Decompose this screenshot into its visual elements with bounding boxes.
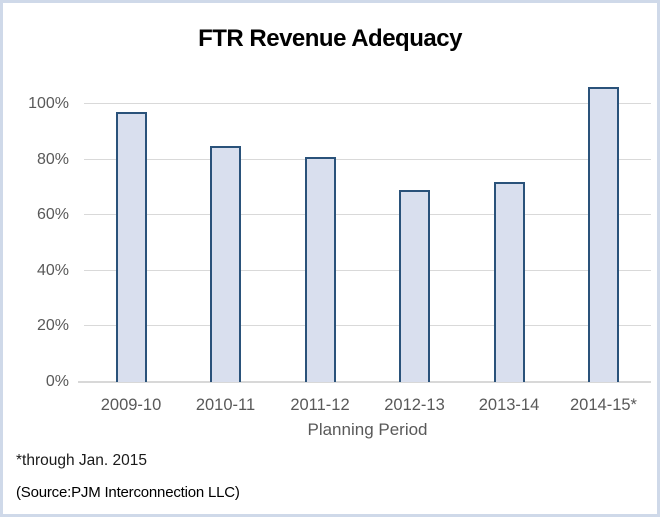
source-note: (Source:PJM Interconnection LLC) [16, 484, 240, 501]
bar-2009-10 [115, 112, 147, 382]
bar-2013-14 [493, 181, 525, 382]
x-axis-label: 2010-11 [195, 396, 256, 414]
y-axis-label: 0% [45, 373, 69, 390]
plot-area [78, 87, 651, 383]
x-axis-label: 2014-15* [570, 396, 637, 414]
bar-2012-13 [399, 190, 430, 382]
x-axis-label: 2011-12 [290, 396, 350, 414]
y-axis-label: 60% [36, 206, 69, 224]
gridline [84, 214, 651, 216]
x-axis-line [78, 381, 651, 383]
y-axis-label: 40% [36, 261, 69, 279]
chart-title: FTR Revenue Adequacy [198, 25, 462, 52]
bar-2011-12 [304, 156, 336, 382]
x-axis-label: 2013-14 [478, 396, 540, 414]
x-axis-title: Planning Period [307, 420, 428, 439]
y-axis-label: 20% [36, 317, 69, 335]
bar-2010-11 [210, 145, 241, 382]
x-axis-label: 2009-10 [100, 396, 162, 414]
y-axis-label: 80% [36, 150, 69, 168]
gridline [84, 325, 651, 327]
x-axis-label: 2012-13 [384, 396, 445, 414]
bar-2014-15* [588, 87, 619, 382]
y-axis-label: 100% [28, 95, 69, 112]
gridline [84, 158, 651, 160]
gridline [84, 269, 651, 271]
gridline [84, 103, 651, 104]
footnote: *through Jan. 2015 [16, 452, 147, 469]
